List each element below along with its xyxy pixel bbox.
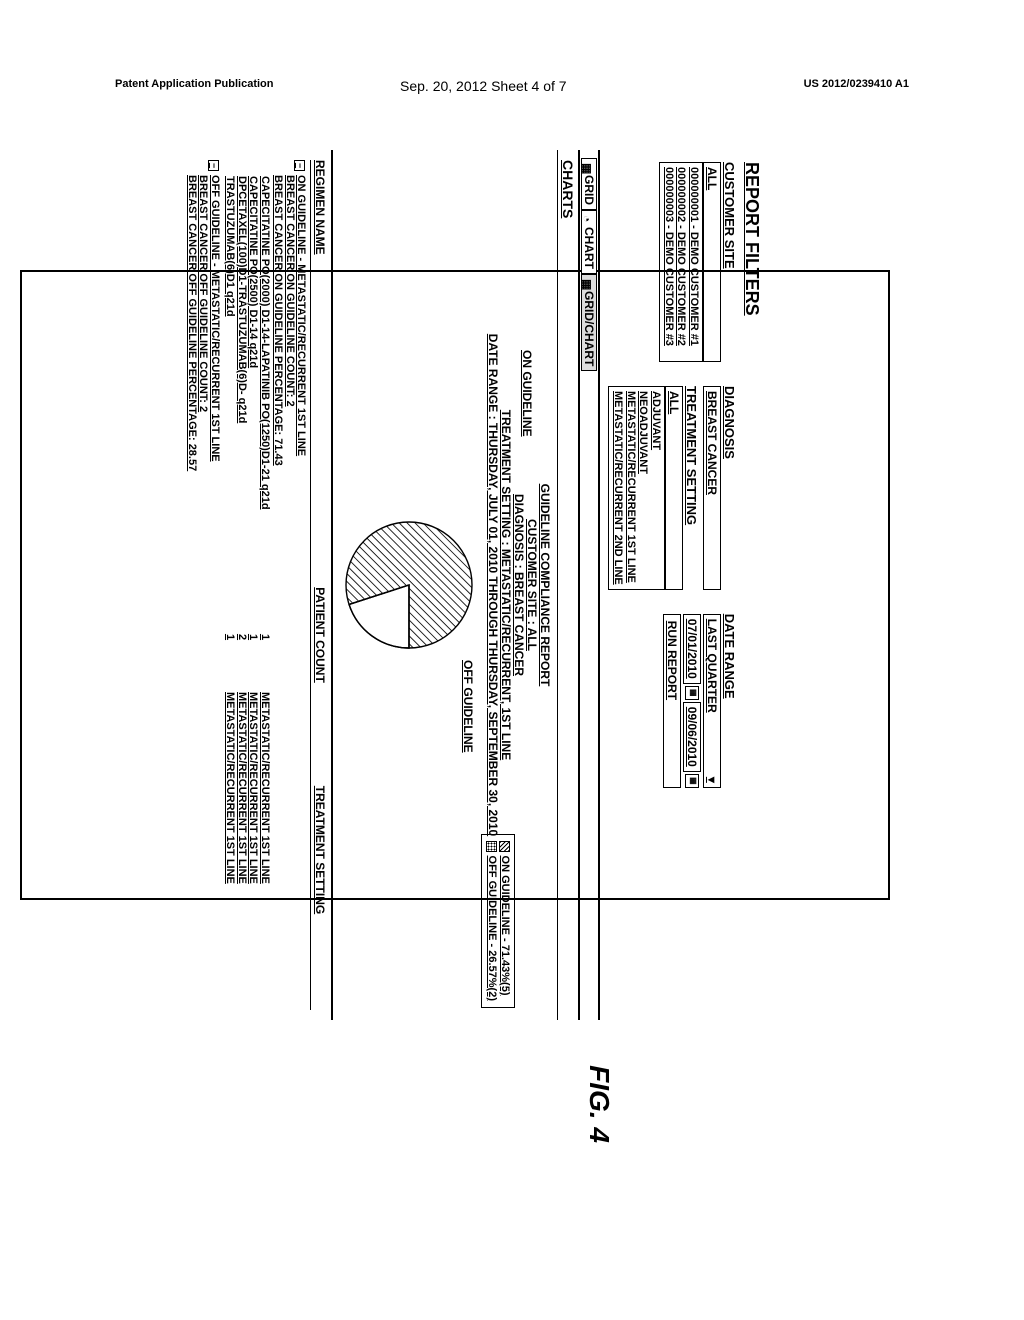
th-regimen: REGIMEN NAME (314, 160, 328, 580)
patent-page: Patent Application Publication Sep. 20, … (0, 0, 1024, 1320)
list-item[interactable]: 000000001 - DEMO CUSTOMER #1 (687, 167, 700, 357)
group-pct: BREAST CANCER ON GUIDELINE PERCENTAGE: 7… (272, 175, 284, 466)
cell-count: 2 (235, 582, 247, 692)
list-item[interactable]: METASTATIC/RECURRENT 1ST LINE (624, 391, 637, 585)
list-item[interactable]: NEOADJUVANT (637, 391, 650, 585)
cell-setting: METASTATIC/RECURRENT 1ST LINE (258, 692, 270, 1010)
chart-icon: ◔ (584, 215, 594, 225)
view-tabs: ▦ GRID ◔ CHART ▦ GRID/CHART (578, 150, 600, 1020)
subtitle-label: DATE RANGE : (486, 334, 500, 420)
charts-section-label: CHARTS (557, 150, 578, 1020)
group-off-guideline: − OFF GUIDELINE - METASTATIC/RECURRENT 1… (185, 160, 220, 1010)
tab-grid[interactable]: ▦ GRID (581, 158, 597, 210)
cell-regimen: CAPECITATINE PO(2000) D1-14-LAPATINIB PO… (258, 176, 270, 582)
list-item[interactable]: 000000003 - DEMO CUSTOMER #3 (662, 167, 675, 357)
figure-label: FIG. 4 (583, 1065, 615, 1143)
figure-frame: REPORT FILTERS CUSTOMER SITE ALL 0000000… (20, 270, 890, 900)
collapse-icon[interactable]: − (295, 160, 306, 171)
date-range-value: LAST QUARTER (705, 619, 719, 713)
table-row: CAPECITATINE PO(2500) D1-14 q21d1METASTA… (247, 176, 259, 1010)
report-filters: REPORT FILTERS CUSTOMER SITE ALL 0000000… (600, 150, 770, 1020)
subtitle-label: CUSTOMER SITE : (525, 519, 539, 625)
table-row: CAPECITATINE PO(2000) D1-14-LAPATINIB PO… (258, 176, 270, 1010)
table-header: REGIMEN NAME PATIENT COUNT TREATMENT SET… (311, 160, 328, 1010)
subtitle-value: BREAST CANCER (512, 572, 526, 676)
cell-count: 1 (247, 582, 259, 692)
date-range-label: DATE RANGE (722, 614, 737, 788)
date-from-input[interactable]: 07/01/2010 (683, 614, 701, 684)
subtitle-label: TREATMENT SETTING : (499, 410, 513, 546)
customer-site-filter: CUSTOMER SITE ALL 000000001 - DEMO CUSTO… (659, 162, 737, 362)
cell-regimen: TRASTUZUMAB(6)D1 q21d (224, 176, 236, 582)
date-range-filter: DATE RANGE LAST QUARTER ▾ 07/01/2010 ▦ 0… (663, 614, 737, 788)
group-count: BREAST CANCER ON GUIDELINE COUNT: 2 (283, 175, 295, 466)
group-count: BREAST CANCER OFF GUIDELINE COUNT: 2 (197, 175, 209, 471)
table-row: DPCETAXEL(100)D1-TRASTUZUMAB(6)D- q21d2M… (235, 176, 247, 1010)
th-count: PATIENT COUNT (314, 580, 328, 690)
collapse-icon[interactable]: − (208, 160, 219, 171)
subtitle-value: THURSDAY, JULY 01, 2010 THROUGH THURSDAY… (486, 423, 500, 836)
regimen-table: REGIMEN NAME PATIENT COUNT TREATMENT SET… (177, 150, 331, 1020)
subtitle-value: METASTATIC/RECURRENT, 1ST LINE (499, 549, 513, 760)
treatment-setting-label: TREATMENT SETTING (684, 386, 699, 590)
date-to-input[interactable]: 09/06/2010 (683, 702, 701, 772)
treatment-setting-select[interactable]: ALL (665, 386, 683, 590)
chart-title: GUIDELINE COMPLIANCE REPORT (538, 160, 551, 1010)
list-item[interactable]: ADJUVANT (649, 391, 662, 585)
calendar-icon[interactable]: ▦ (685, 774, 699, 788)
filters-title: REPORT FILTERS (741, 162, 762, 1008)
cell-setting: METASTATIC/RECURRENT 1ST LINE (224, 692, 236, 1010)
treatment-setting-list[interactable]: ADJUVANT NEOADJUVANT METASTATIC/RECURREN… (608, 386, 665, 590)
chart-area: GUIDELINE COMPLIANCE REPORT CUSTOMER SIT… (332, 150, 558, 1020)
tab-label: GRID (582, 175, 596, 205)
list-item[interactable]: 000000002 - DEMO CUSTOMER #2 (675, 167, 688, 357)
tab-chart[interactable]: ◔ CHART (581, 210, 597, 274)
cell-regimen: DPCETAXEL(100)D1-TRASTUZUMAB(6)D- q21d (235, 176, 247, 582)
pub-number: US 2012/0239410 A1 (804, 78, 909, 90)
legend-off: OFF GUIDELINE - 26.57%(2) (485, 856, 498, 1001)
gridchart-icon: ▦ (584, 279, 594, 289)
tab-label: CHART (582, 227, 596, 269)
legend-swatch-off (486, 841, 497, 852)
subtitle-value: ALL (525, 628, 539, 651)
on-guideline-label: ON GUIDELINE (520, 350, 534, 437)
compliance-pie-chart (340, 515, 480, 655)
chevron-down-icon: ▾ (705, 777, 719, 783)
customer-site-list[interactable]: 000000001 - DEMO CUSTOMER #1 000000002 -… (659, 162, 703, 362)
diagnosis-label: DIAGNOSIS (722, 386, 737, 590)
diagnosis-select[interactable]: BREAST CANCER (703, 386, 721, 590)
group-title: ON GUIDELINE - METASTATIC/RECURRENT 1ST … (295, 175, 307, 466)
sheet-label: Sep. 20, 2012 Sheet 4 of 7 (400, 78, 567, 94)
tab-label: GRID/CHART (582, 291, 596, 366)
cell-setting: METASTATIC/RECURRENT 1ST LINE (247, 692, 259, 1010)
list-item[interactable]: METASTATIC/RECURRENT 2ND LINE (611, 391, 624, 585)
subtitle-label: DIAGNOSIS : (512, 494, 526, 569)
customer-site-label: CUSTOMER SITE (722, 162, 737, 362)
group-title: OFF GUIDELINE - METASTATIC/RECURRENT 1ST… (208, 175, 220, 471)
table-row: TRASTUZUMAB(6)D1 q21d1METASTATIC/RECURRE… (224, 176, 236, 1010)
cell-count: 1 (258, 582, 270, 692)
cell-setting: METASTATIC/RECURRENT 1ST LINE (235, 692, 247, 1010)
customer-site-select[interactable]: ALL (703, 162, 721, 362)
th-setting: TREATMENT SETTING (314, 690, 328, 1010)
cell-regimen: CAPECITATINE PO(2500) D1-14 q21d (247, 176, 259, 582)
calendar-icon[interactable]: ▦ (685, 686, 699, 700)
date-range-select[interactable]: LAST QUARTER ▾ (703, 614, 721, 788)
grid-icon: ▦ (584, 163, 594, 173)
group-on-guideline: − ON GUIDELINE - METASTATIC/RECURRENT 1S… (224, 160, 307, 1010)
cell-count: 1 (224, 582, 236, 692)
pie-legend: ON GUIDELINE - 71.43%(5) OFF GUIDELINE -… (481, 834, 515, 1008)
report-ui: REPORT FILTERS CUSTOMER SITE ALL 0000000… (140, 150, 770, 1020)
run-report-button[interactable]: RUN REPORT (663, 614, 681, 788)
pub-label: Patent Application Publication (115, 78, 274, 90)
diagnosis-filter: DIAGNOSIS BREAST CANCER TREATMENT SETTIN… (608, 386, 737, 590)
legend-on: ON GUIDELINE - 71.43%(5) (498, 856, 511, 996)
legend-swatch-on (499, 841, 510, 852)
tab-grid-chart[interactable]: ▦ GRID/CHART (581, 274, 597, 371)
group-pct: BREAST CANCER OFF GUIDELINE PERCENTAGE: … (185, 175, 197, 471)
